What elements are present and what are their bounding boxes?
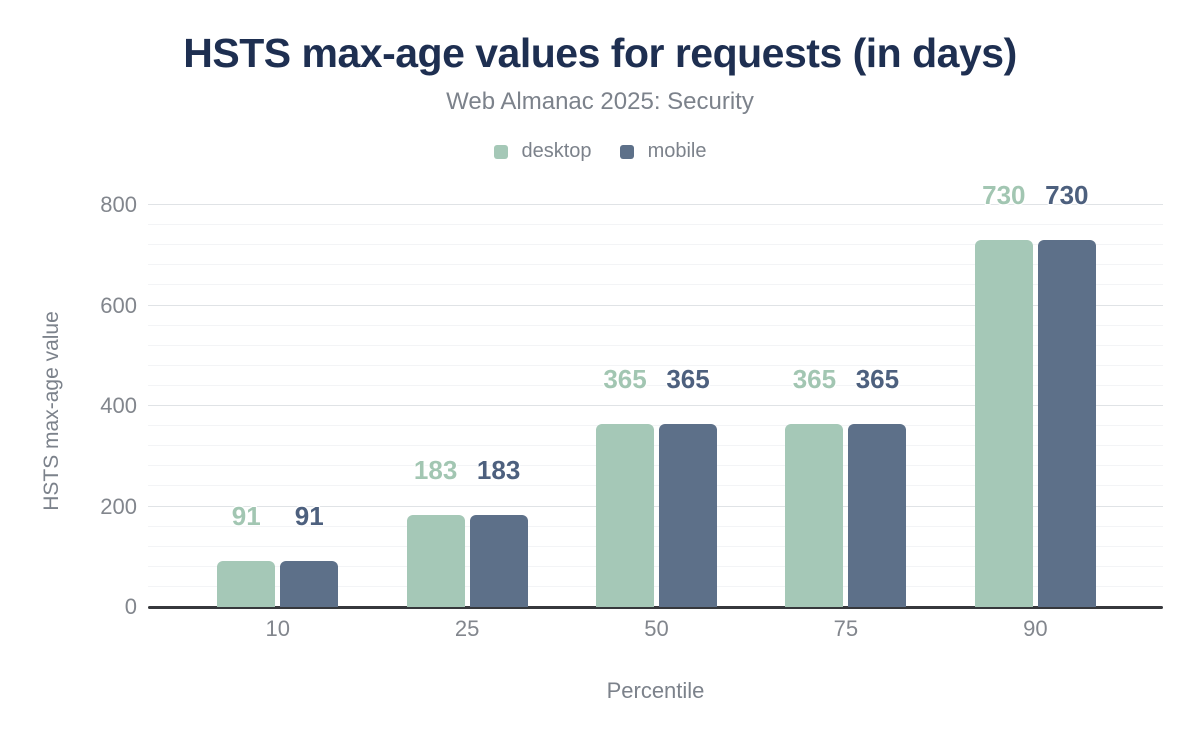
legend-item-mobile[interactable]: mobile bbox=[619, 140, 707, 163]
bar-value-label-mobile: 730 bbox=[1045, 180, 1089, 211]
gridline-minor bbox=[148, 585, 1163, 587]
x-axis-title: Percentile bbox=[606, 678, 705, 703]
bar-value-label-mobile: 91 bbox=[294, 501, 324, 532]
bar-value-label-desktop: 730 bbox=[982, 180, 1026, 211]
bar-value-label-desktop: 365 bbox=[792, 363, 837, 394]
bar-group-90: 730 730 bbox=[941, 182, 1130, 607]
gridline-minor bbox=[148, 344, 1163, 346]
gridline-minor bbox=[148, 284, 1163, 286]
bar-mobile-p25[interactable]: 183 bbox=[469, 457, 528, 607]
gridline-minor bbox=[148, 264, 1163, 266]
bar-desktop-p90[interactable]: 730 bbox=[974, 182, 1033, 607]
gridline-minor bbox=[148, 425, 1163, 427]
legend-swatch-desktop bbox=[493, 144, 508, 159]
gridline-minor bbox=[148, 244, 1163, 246]
x-tick-label: 25 bbox=[454, 616, 480, 641]
bar-mobile-p90[interactable]: 730 bbox=[1037, 182, 1096, 607]
gridline-minor bbox=[148, 384, 1163, 386]
legend-label: desktop bbox=[521, 140, 592, 162]
y-tick-label: 800 bbox=[100, 192, 137, 217]
bar-desktop-p50[interactable]: 365 bbox=[596, 366, 655, 607]
gridline-minor bbox=[148, 324, 1163, 326]
bar-mobile-p75[interactable]: 365 bbox=[848, 366, 907, 607]
bar-desktop-p25[interactable]: 183 bbox=[406, 457, 465, 607]
bar-value-label-mobile: 365 bbox=[855, 363, 900, 394]
bar-group-10: 91 91 bbox=[183, 205, 372, 607]
bar-value-label-desktop: 183 bbox=[413, 455, 458, 486]
y-tick-label: 400 bbox=[100, 393, 137, 418]
bar-desktop-p10[interactable]: 91 bbox=[217, 503, 276, 607]
gridline-major bbox=[148, 505, 1163, 507]
legend-swatch-mobile bbox=[619, 144, 634, 159]
bar-desktop-p75[interactable]: 365 bbox=[785, 366, 844, 607]
bar-value-label-mobile: 183 bbox=[476, 455, 521, 486]
gridline-minor bbox=[148, 465, 1163, 467]
x-tick-label: 75 bbox=[833, 616, 859, 641]
bar-groups: 91 91 183 183 365 365 365 365 730 730 bbox=[148, 182, 1163, 607]
gridline-minor bbox=[148, 445, 1163, 447]
gridline-major bbox=[148, 304, 1163, 306]
gridline-minor bbox=[148, 525, 1163, 527]
gridline-minor bbox=[148, 545, 1163, 547]
x-tick-labels: 10 25 50 75 90 bbox=[148, 616, 1163, 642]
gridline-major bbox=[148, 204, 1163, 205]
bar-group-25: 183 183 bbox=[372, 205, 561, 607]
chart-title: HSTS max-age values for requests (in day… bbox=[183, 30, 1017, 76]
plot-area: 91 91 183 183 365 365 365 365 730 730 bbox=[148, 182, 1163, 609]
y-tick-label: 600 bbox=[100, 292, 137, 318]
x-axis-line bbox=[148, 606, 1163, 609]
bar-group-75: 365 365 bbox=[751, 205, 940, 607]
legend-item-desktop[interactable]: desktop bbox=[493, 140, 592, 163]
gridline-major bbox=[148, 405, 1163, 406]
x-tick-label: 50 bbox=[644, 616, 669, 641]
chart-subtitle: Web Almanac 2025: Security bbox=[446, 88, 754, 115]
bar-value-label-mobile: 365 bbox=[666, 363, 710, 394]
x-tick-label: 10 bbox=[265, 616, 290, 641]
legend: desktop mobile bbox=[0, 140, 1200, 163]
legend-label: mobile bbox=[647, 140, 707, 162]
bar-value-label-desktop: 365 bbox=[603, 363, 647, 394]
gridline-minor bbox=[148, 224, 1163, 226]
y-tick-label: 0 bbox=[124, 594, 137, 619]
gridline-minor bbox=[148, 485, 1163, 487]
bar-group-50: 365 365 bbox=[562, 205, 751, 607]
gridline-minor bbox=[148, 364, 1163, 366]
y-tick-label: 200 bbox=[100, 493, 137, 519]
gridline-minor bbox=[148, 565, 1163, 567]
bar-mobile-p10[interactable]: 91 bbox=[280, 503, 339, 607]
bar-mobile-p50[interactable]: 365 bbox=[659, 366, 718, 607]
bar-value-label-desktop: 91 bbox=[231, 501, 261, 532]
x-tick-label: 90 bbox=[1023, 616, 1048, 641]
